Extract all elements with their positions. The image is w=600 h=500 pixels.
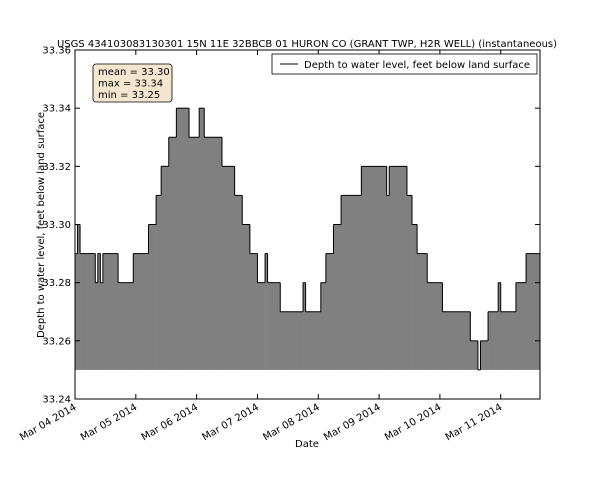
- area-segment: [526, 253, 541, 370]
- area-segment: [95, 282, 99, 370]
- y-tick-label: 33.32: [42, 162, 71, 173]
- area-segment: [100, 282, 104, 370]
- area-segment: [470, 340, 479, 370]
- annotation-text: min = 33.25: [98, 90, 160, 101]
- annotation-text: max = 33.34: [98, 79, 163, 90]
- area-segment: [80, 253, 96, 370]
- area-segment: [488, 311, 499, 370]
- area-segment: [361, 166, 387, 370]
- area-segment: [199, 108, 205, 370]
- area-segment: [249, 253, 258, 370]
- area-segment: [267, 282, 281, 370]
- legend-label: Depth to water level, feet below land su…: [304, 60, 530, 71]
- area-segment: [234, 195, 243, 370]
- area-segment: [406, 195, 413, 370]
- area-segment: [75, 253, 78, 370]
- area-segment: [389, 166, 408, 370]
- area-segment: [480, 340, 489, 370]
- area-segment: [97, 253, 101, 370]
- area-segment: [257, 282, 266, 370]
- area-segment: [386, 195, 390, 370]
- area-segment: [156, 195, 162, 370]
- y-tick-label: 33.26: [42, 336, 71, 347]
- area-segment: [303, 282, 306, 370]
- area-segment: [176, 108, 190, 370]
- area-segment: [148, 224, 157, 370]
- y-tick-label: 33.24: [42, 395, 71, 406]
- y-axis-label: Depth to water level, feet below land su…: [36, 112, 47, 338]
- area-segment: [498, 282, 502, 370]
- legend-box: [271, 53, 538, 75]
- area-segment: [280, 311, 304, 370]
- y-tick-label: 33.28: [42, 278, 71, 289]
- chart-title: USGS 434103083130301 15N 11E 32BBCB 01 H…: [57, 39, 557, 50]
- area-segment: [77, 224, 81, 370]
- area-segment: [320, 282, 327, 370]
- area-segment: [412, 224, 418, 370]
- area-segment: [102, 253, 119, 370]
- y-tick-label: 33.36: [42, 46, 71, 57]
- x-axis-label: Date: [295, 439, 319, 450]
- area-segment: [118, 282, 134, 370]
- area-segment: [265, 253, 268, 370]
- area-segment: [161, 166, 170, 370]
- area-segment: [204, 137, 223, 370]
- area-segment: [133, 253, 149, 370]
- area-segment: [242, 224, 251, 370]
- area-segment: [500, 311, 517, 370]
- area-segment: [427, 282, 443, 370]
- legend: Depth to water level, feet below land su…: [271, 53, 538, 75]
- area-segment: [341, 195, 362, 370]
- area-segment: [221, 166, 235, 370]
- area-segment: [325, 253, 334, 370]
- area-segment: [333, 224, 342, 370]
- area-segment: [189, 137, 200, 370]
- annotation-box: [92, 63, 173, 103]
- y-tick-label: 33.30: [42, 220, 71, 231]
- y-tick-label: 33.34: [42, 104, 71, 115]
- area-segment: [442, 311, 471, 370]
- area-segment: [417, 253, 428, 370]
- annotation-text: mean = 33.30: [98, 67, 170, 78]
- area-segment: [515, 282, 527, 370]
- area-segment: [305, 311, 322, 370]
- area-segment: [168, 137, 177, 370]
